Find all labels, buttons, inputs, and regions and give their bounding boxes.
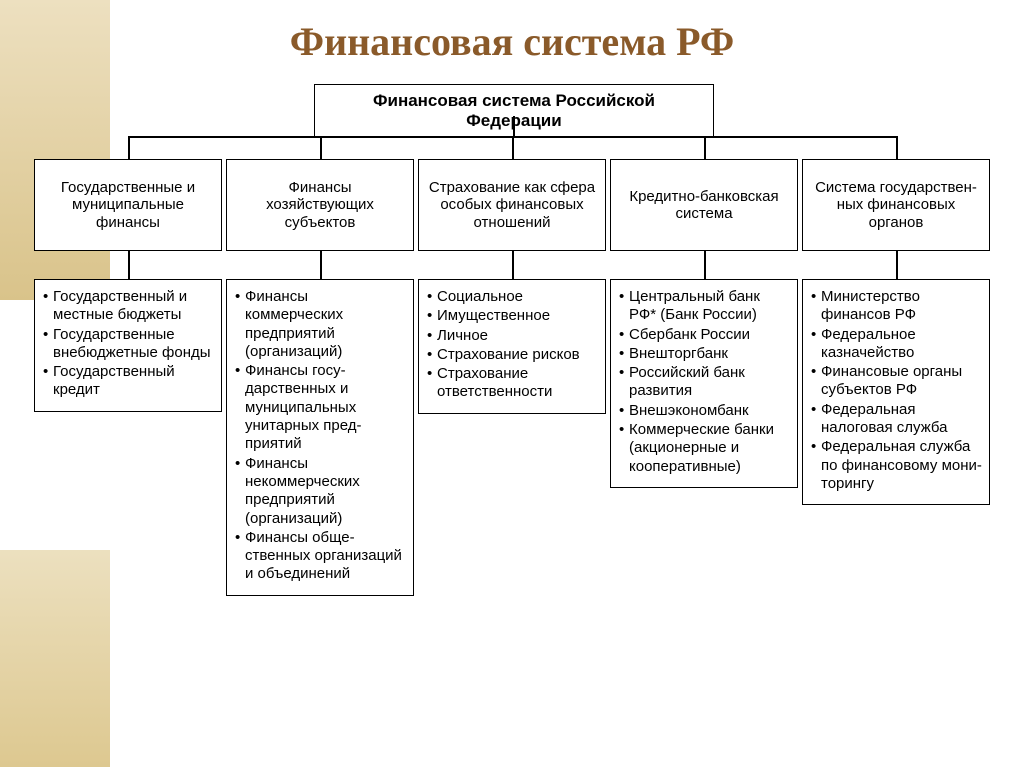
list-item: Личное [425,327,599,345]
list-item: Государствен­ный кредит [41,363,215,400]
list-item: Финансы коммерческих предприятий (органи… [233,288,407,361]
branch-head: Система государствен­ных финансо­вых орг… [802,159,990,251]
branch-head-label: Система государствен­ных финансо­вых орг… [809,179,983,231]
list-item: Финансовые органы субъек­тов РФ [809,363,983,400]
list-item: Федеральная служба по фи­нансовому мони­… [809,438,983,493]
list-item: Федеральная налоговая служба [809,401,983,438]
list-item: Государствен­ный и местные бюджеты [41,288,215,325]
branch-head-label: Государственные и муниципаль­ные финансы [41,179,215,231]
list-item: Российский банк развития [617,364,791,401]
connector [128,136,130,159]
branch-0: Государственные и муниципаль­ные финансы… [34,159,222,412]
branch-1: Финансы хозяйствующих субъектов Финансы … [226,159,414,596]
list-item: Социальное [425,288,599,306]
connector [320,136,322,159]
connector [704,251,706,279]
branch-head: Страхование как сфера особых финансовых … [418,159,606,251]
list-item: Страхование ответственности [425,365,599,402]
branch-head-label: Кредитно-банковская система [617,188,791,223]
list-item: Финансы обще­ственных орга­низаций и объ… [233,529,407,584]
list-item: Имущественное [425,307,599,325]
connector [512,136,514,159]
branch-head-label: Финансы хозяйствующих субъектов [233,179,407,231]
branch-body: Министерство финансов РФ Федеральное каз… [802,279,990,505]
list-item: Государствен­ные внебюджет­ные фонды [41,326,215,363]
list-item: Внешторгбанк [617,345,791,363]
connector [513,116,515,136]
connector [704,136,706,159]
list-item: Коммерческие банки (акционер­ные и коопе… [617,421,791,476]
branch-body: Финансы коммерческих предприятий (органи… [226,279,414,596]
branch-3: Кредитно-банковская система Центральный … [610,159,798,488]
slide-title: Финансовая система РФ [0,18,1024,65]
list-item: Финансы некоммерческих предприятий (орга… [233,455,407,528]
branch-body: Социальное Имущественное Личное Страхова… [418,279,606,414]
list-item: Сбербанк России [617,326,791,344]
connector [320,251,322,279]
connector [128,251,130,279]
branch-body: Центральный банк РФ* (Банк России) Сберб… [610,279,798,488]
branch-head: Финансы хозяйствующих субъектов [226,159,414,251]
connector [896,136,898,159]
branch-body: Государствен­ный и местные бюджеты Госуд… [34,279,222,412]
branch-2: Страхование как сфера особых финансовых … [418,159,606,414]
list-item: Страхование рисков [425,346,599,364]
branch-head: Государственные и муниципаль­ные финансы [34,159,222,251]
branch-head-label: Страхование как сфера особых финансовых … [425,179,599,231]
connector [896,251,898,279]
list-item: Федеральное казначейство [809,326,983,363]
accent-stripe-bottom [0,550,110,767]
list-item: Финансы госу­дарственных и муниципальных… [233,362,407,453]
list-item: Центральный банк РФ* (Банк России) [617,288,791,325]
branch-4: Система государствен­ных финансо­вых орг… [802,159,990,505]
list-item: Министерство финансов РФ [809,288,983,325]
connector [512,251,514,279]
branch-head: Кредитно-банковская система [610,159,798,251]
list-item: Внешэкономбанк [617,402,791,420]
